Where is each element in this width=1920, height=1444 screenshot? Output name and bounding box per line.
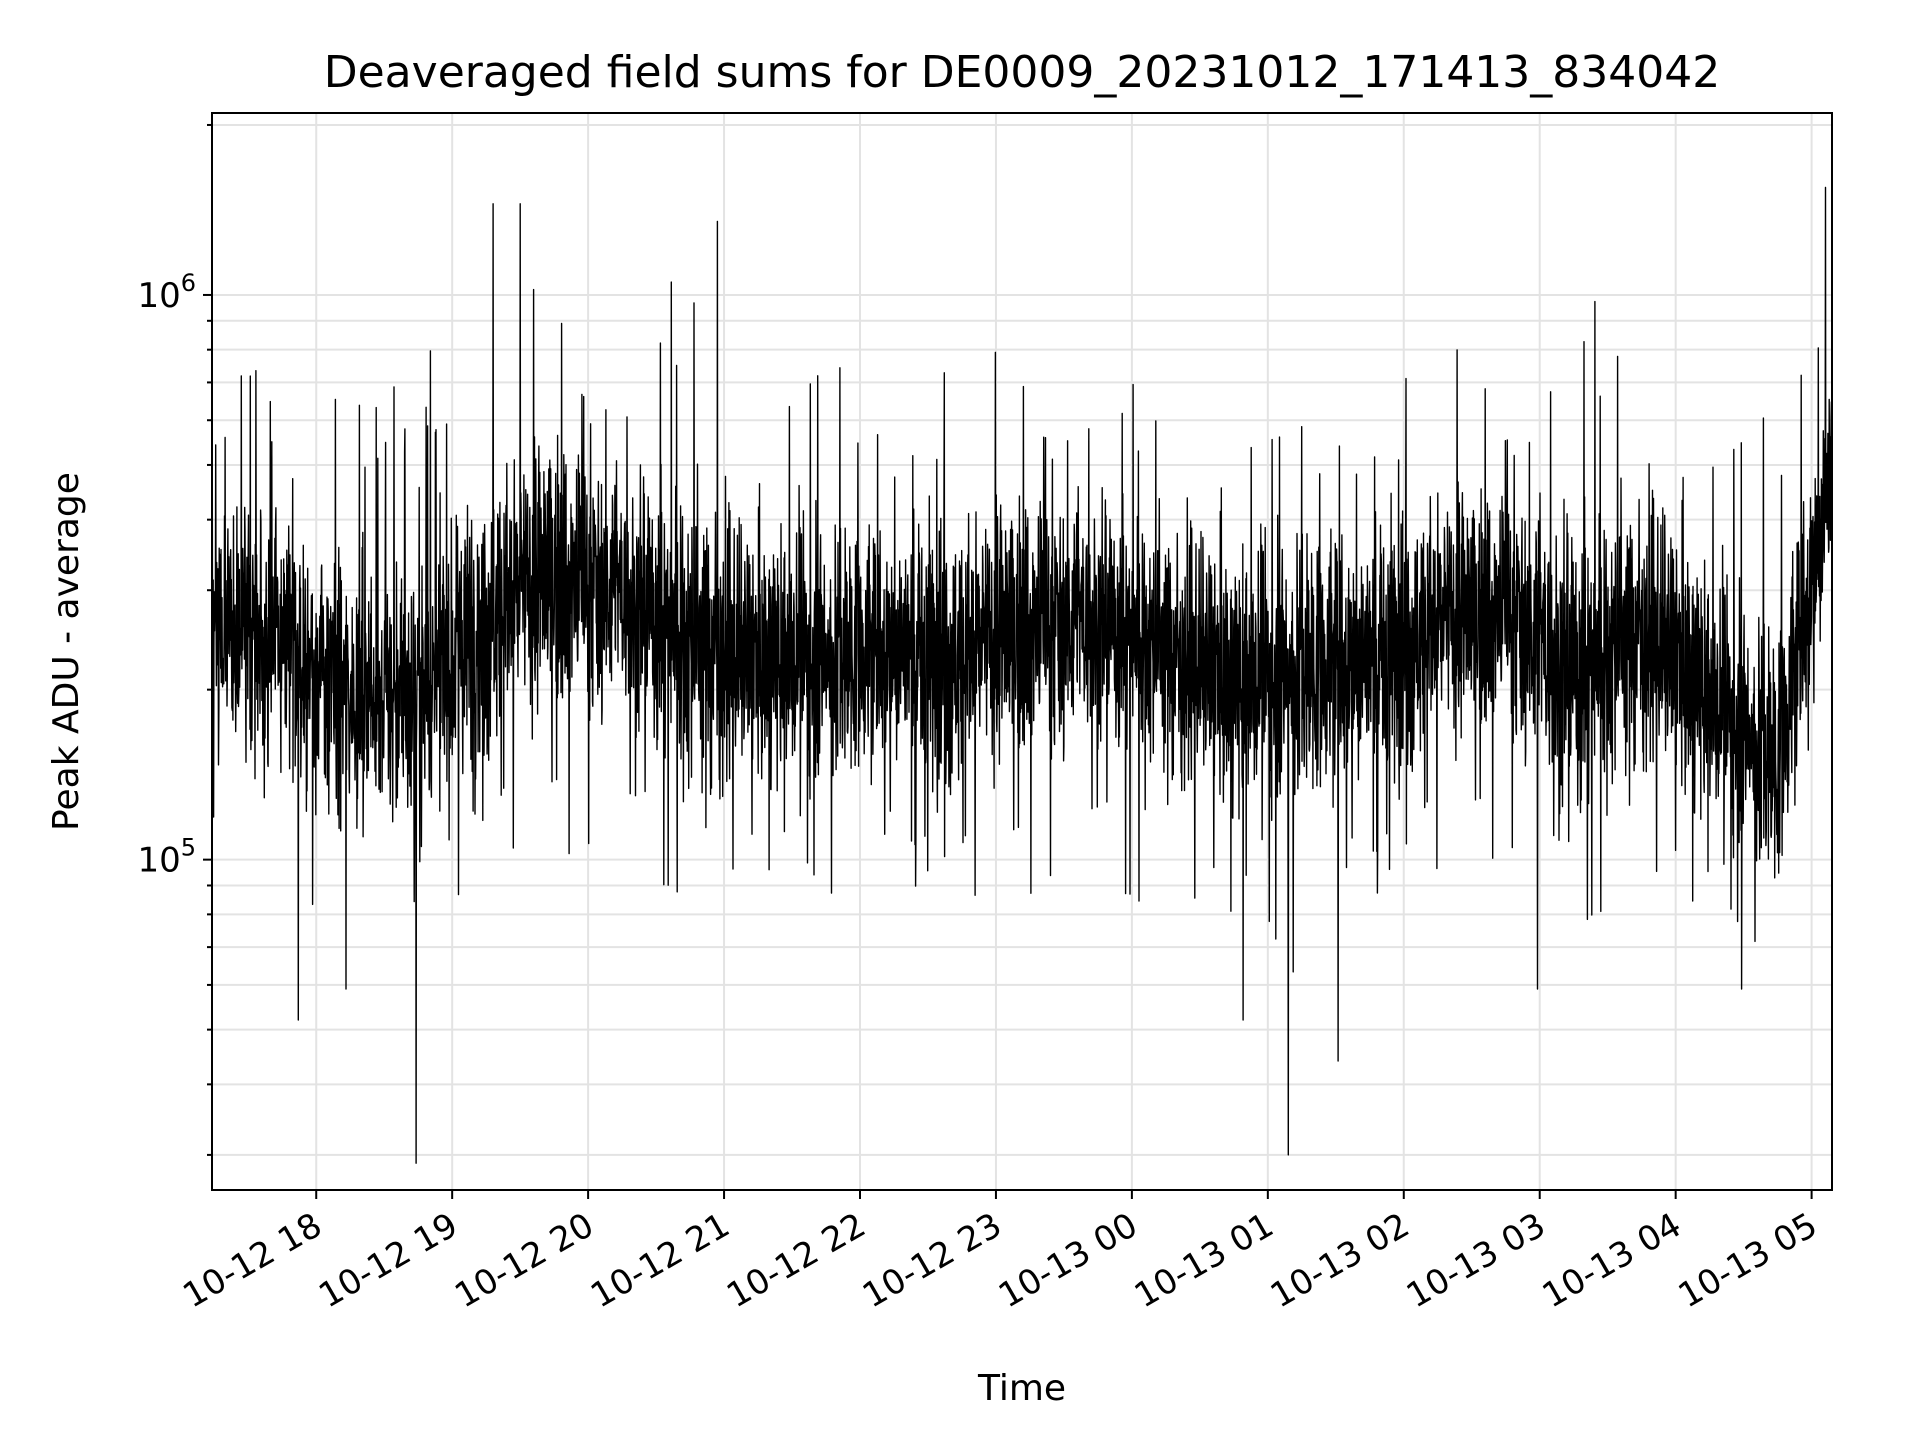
chart-title: Deaveraged field sums for DE0009_2023101… [324,47,1721,98]
y-tick-label: 106 [137,269,196,316]
y-tick-label: 105 [137,834,196,881]
series-line [211,186,1833,1164]
y-tick-label-exponent: 5 [181,834,196,862]
y-tick-label-exponent: 6 [181,269,196,297]
y-tick-label-base: 10 [137,276,180,316]
series-trace [211,186,1833,1164]
x-axis-label: Time [977,1368,1066,1409]
plot-frame [211,112,1833,1191]
y-tick-label-base: 10 [137,841,180,881]
y-axis-label: Peak ADU - average [46,472,87,831]
